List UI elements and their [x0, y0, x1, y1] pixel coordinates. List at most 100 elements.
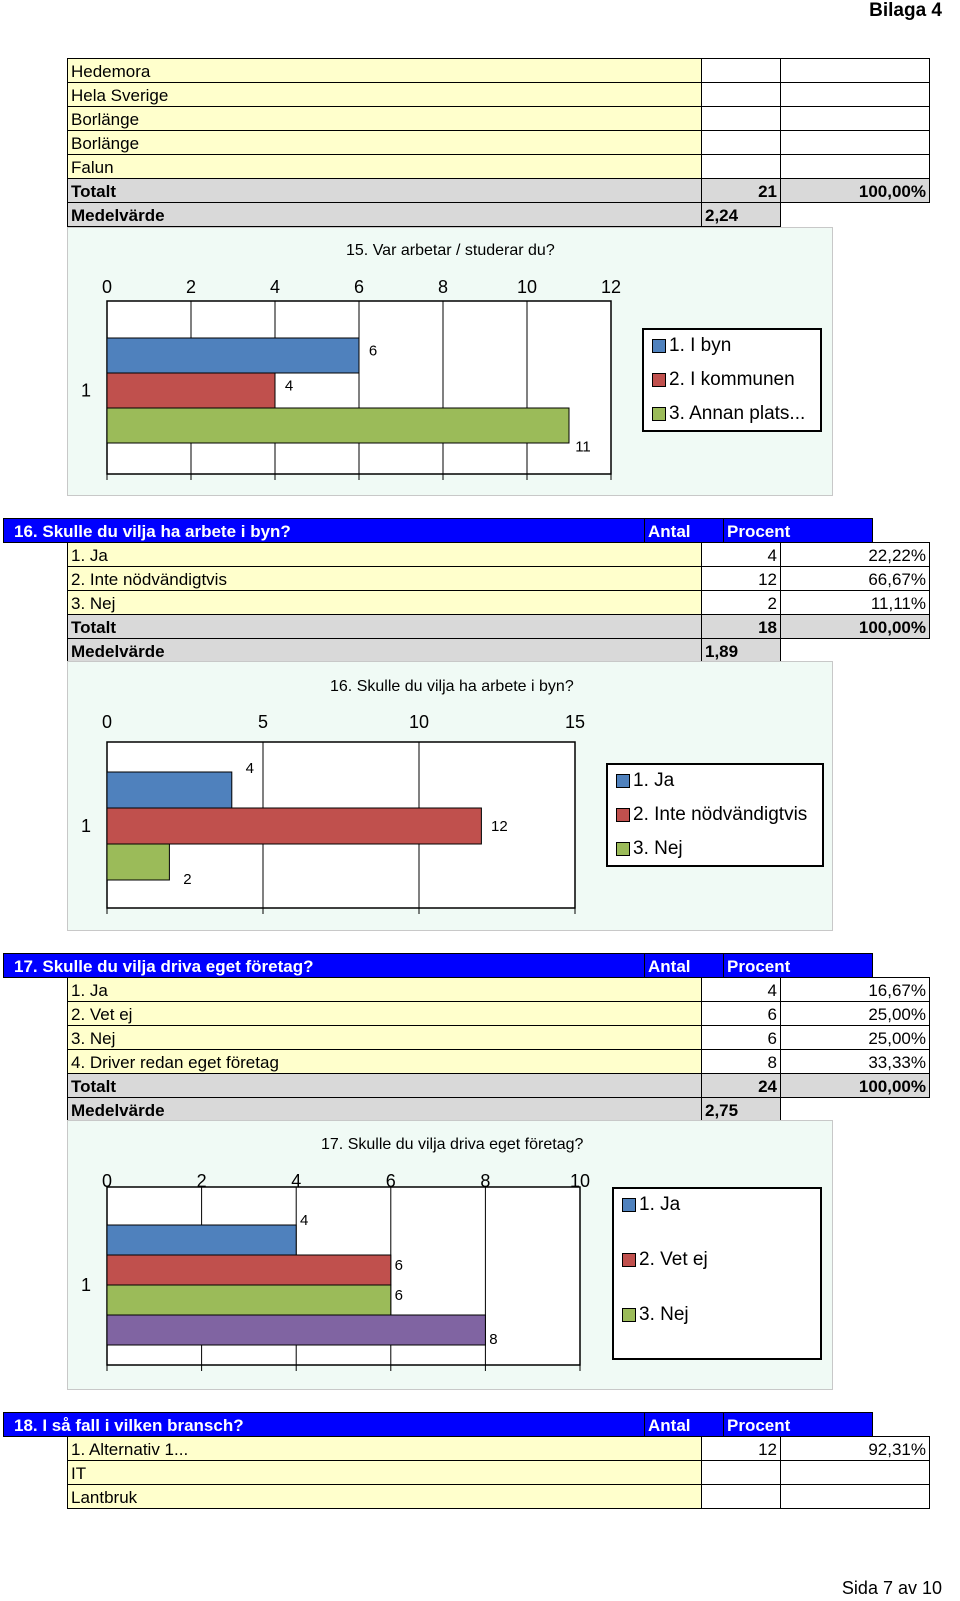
row-label: Borlänge	[67, 106, 702, 131]
row-percent: 33,33%	[780, 1049, 930, 1074]
x-tick-label: 10	[570, 1171, 590, 1191]
row-count	[701, 130, 781, 155]
legend-swatch	[652, 372, 666, 387]
row-count: 6	[701, 1025, 781, 1050]
row-percent: 11,11%	[780, 590, 930, 615]
q15-table: Hedemora Hela Sverige Borlänge Borlänge …	[67, 58, 930, 227]
legend-item: 1. I byn	[652, 335, 731, 357]
total-label: Totalt	[67, 1073, 702, 1098]
row-label: Falun	[67, 154, 702, 179]
chart-title: 16. Skulle du vilja ha arbete i byn?	[330, 678, 574, 695]
chart-q16-plot: 0 5 10 15 1 4 12 2	[81, 712, 585, 914]
header-spacer	[3, 953, 11, 978]
x-tick-label: 2	[197, 1171, 207, 1191]
bar	[106, 807, 482, 845]
legend-item: 3. Nej	[622, 1304, 689, 1326]
mean-label: Medelvärde	[67, 202, 702, 227]
row-percent	[780, 130, 930, 155]
table-row: 1. Ja 4 22,22%	[67, 542, 930, 567]
total-percent: 100,00%	[780, 178, 930, 203]
chart-legend: 1. Ja 2. Vet ej 3. Nej	[612, 1187, 822, 1360]
col-antal: Antal	[644, 953, 724, 978]
x-tick-label: 6	[354, 277, 364, 297]
row-count	[701, 106, 781, 131]
legend-swatch	[616, 773, 630, 788]
row-percent	[780, 58, 930, 83]
data-label: 6	[369, 343, 377, 360]
row-count: 4	[701, 542, 781, 567]
header-spacer	[3, 1412, 11, 1437]
chart-q15: 15. Var arbetar / studerar du? 0 2 4 6 8 10 12…	[67, 227, 833, 496]
chart-q16: 16. Skulle du vilja ha arbete i byn? 0 5 1…	[67, 661, 833, 931]
x-tick-label: 12	[601, 277, 621, 297]
data-label: 12	[491, 818, 508, 835]
row-percent: 92,31%	[780, 1436, 930, 1461]
row-count	[701, 154, 781, 179]
x-tick-label: 5	[258, 712, 268, 732]
mean-value: 2,24	[701, 202, 781, 227]
row-percent: 25,00%	[780, 1001, 930, 1026]
bar	[106, 1284, 392, 1316]
mean-label: Medelvärde	[67, 1097, 702, 1122]
row-count	[701, 82, 781, 107]
row-label: 1. Ja	[67, 542, 702, 567]
col-procent: Procent	[723, 953, 873, 978]
row-count: 8	[701, 1049, 781, 1074]
q18-table: 18. I så fall i vilken bransch? Antal Proc…	[3, 1412, 873, 1437]
data-label: 6	[395, 1257, 403, 1274]
mean-row: Medelvärde 2,75	[67, 1097, 930, 1122]
legend-item: 2. Vet ej	[622, 1249, 708, 1271]
question-header: 17. Skulle du vilja driva eget företag? A…	[3, 953, 873, 978]
total-count: 24	[701, 1073, 781, 1098]
table-row: 1. Alternativ 1... 12 92,31%	[67, 1436, 930, 1461]
table-row: Hela Sverige	[67, 82, 930, 107]
x-tick-label: 0	[102, 712, 112, 732]
row-percent	[780, 106, 930, 131]
category-label: 1	[81, 1275, 91, 1295]
row-label: 3. Nej	[67, 590, 702, 615]
x-tick-label: 4	[270, 277, 280, 297]
table-row: 2. Inte nödvändigtvis 12 66,67%	[67, 566, 930, 591]
table-row: 1. Ja 4 16,67%	[67, 977, 930, 1002]
legend-label: 2. Inte nödvändigtvis	[633, 804, 808, 825]
mean-row: Medelvärde 2,24	[67, 202, 930, 227]
total-count: 18	[701, 614, 781, 639]
table-row: Falun	[67, 154, 930, 179]
q16-table-body: 1. Ja 4 22,22% 2. Inte nödvändigtvis 12 66,6…	[67, 542, 930, 663]
x-tick-label: 10	[409, 712, 429, 732]
empty-cell	[780, 638, 930, 663]
row-percent: 66,67%	[780, 566, 930, 591]
legend-item: 3. Annan plats...	[652, 403, 805, 425]
mean-label: Medelvärde	[67, 638, 702, 663]
legend-label: 1. Ja	[639, 1194, 681, 1215]
chart-legend: 1. Ja 2. Inte nödvändigtvis 3. Nej	[606, 763, 824, 867]
x-tick-label: 8	[480, 1171, 490, 1191]
bar	[106, 771, 233, 809]
legend-label: 2. I kommunen	[669, 369, 795, 390]
col-antal: Antal	[644, 518, 724, 543]
row-count: 4	[701, 977, 781, 1002]
q17-table: 17. Skulle du vilja driva eget företag? A…	[3, 953, 873, 978]
data-label: 2	[183, 871, 191, 888]
data-label: 4	[300, 1212, 308, 1229]
bar	[106, 407, 570, 444]
legend-swatch	[616, 841, 630, 856]
row-percent: 16,67%	[780, 977, 930, 1002]
row-count	[701, 1460, 781, 1485]
row-label: Lantbruk	[67, 1484, 702, 1509]
legend-swatch	[622, 1197, 636, 1212]
legend-item: 1. Ja	[616, 770, 674, 792]
row-label: Borlänge	[67, 130, 702, 155]
legend-swatch	[622, 1307, 636, 1322]
row-percent: 22,22%	[780, 542, 930, 567]
chart-q17-plot: 0 2 4 6 8 10 1 4 6 6 8	[81, 1171, 590, 1371]
chart-title: 17. Skulle du vilja driva eget företag?	[321, 1136, 584, 1153]
chart-title: 15. Var arbetar / studerar du?	[346, 242, 555, 259]
total-count: 21	[701, 178, 781, 203]
row-percent	[780, 82, 930, 107]
row-label: 2. Vet ej	[67, 1001, 702, 1026]
row-label: 4. Driver redan eget företag	[67, 1049, 702, 1074]
table-row: Borlänge	[67, 106, 930, 131]
bar	[106, 843, 170, 881]
table-row: 3. Nej 6 25,00%	[67, 1025, 930, 1050]
